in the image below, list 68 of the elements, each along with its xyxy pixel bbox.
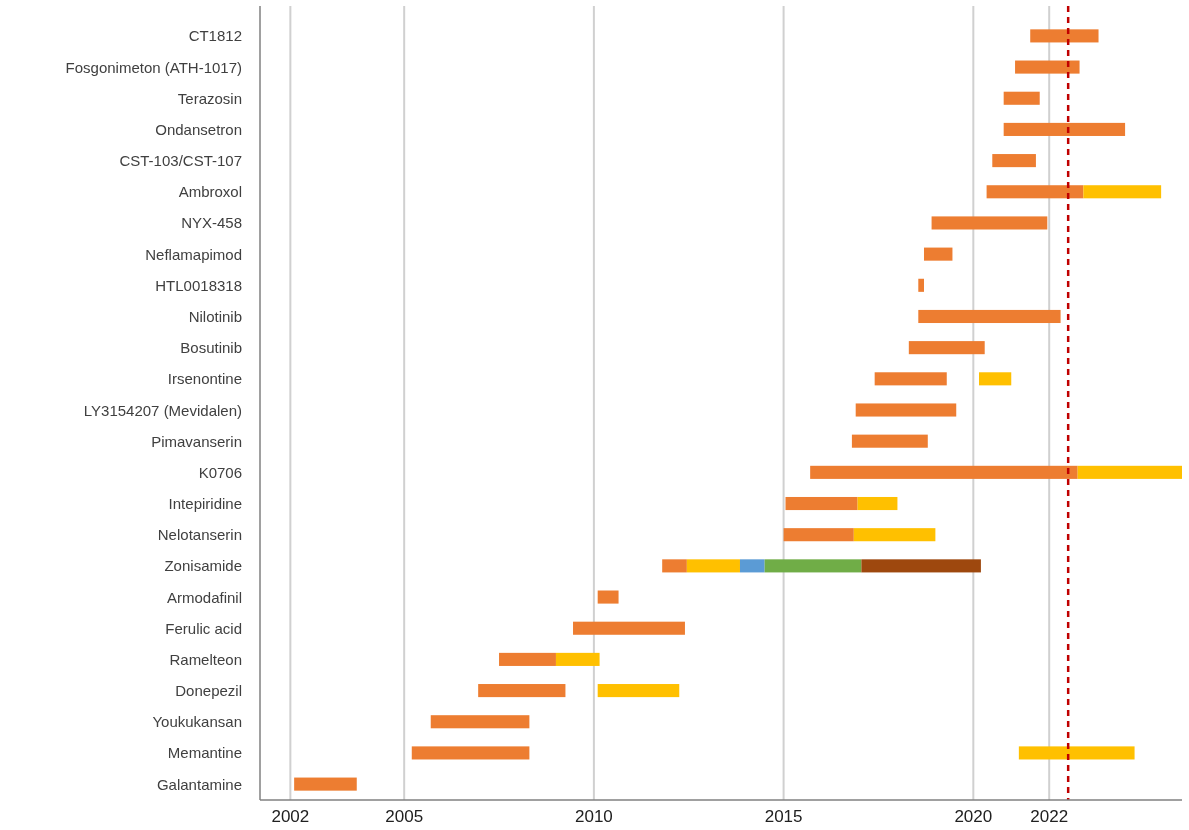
y-tick-label: Ramelteon <box>169 650 242 668</box>
y-tick-label: Pimavanserin <box>151 432 242 450</box>
bar <box>923 247 953 261</box>
bar <box>1018 746 1135 760</box>
bar <box>986 185 1084 199</box>
bar <box>573 621 685 635</box>
bar <box>764 559 862 573</box>
bar <box>597 684 680 698</box>
bar <box>1003 91 1040 105</box>
bar <box>411 746 530 760</box>
y-tick-label: Youkukansan <box>152 713 242 731</box>
bar <box>855 403 957 417</box>
y-tick-label: Terazosin <box>177 89 242 107</box>
y-tick-label: Ambroxol <box>178 183 242 201</box>
bar <box>499 652 556 666</box>
y-tick-label: Memantine <box>167 744 242 762</box>
y-tick-label: Donepezil <box>175 682 242 700</box>
y-tick-label: Ferulic acid <box>165 619 242 637</box>
bar <box>430 715 530 729</box>
bar <box>478 684 566 698</box>
bar <box>918 278 924 292</box>
bar <box>851 434 928 448</box>
y-tick-label: Fosgonimeton (ATH-1017) <box>65 58 242 76</box>
bar <box>662 559 687 573</box>
bar <box>874 372 947 386</box>
bar <box>783 528 854 542</box>
y-tick-label: Nilotinib <box>188 307 242 325</box>
bar <box>739 559 765 573</box>
bar <box>1015 60 1080 74</box>
bar <box>810 465 1078 479</box>
y-tick-label: Nelotanserin <box>157 526 242 544</box>
x-tick-label: 2010 <box>574 807 613 826</box>
y-tick-label: NYX-458 <box>181 214 242 232</box>
bar <box>1083 185 1162 199</box>
bar <box>785 496 858 511</box>
x-tick-label: 2005 <box>385 807 424 826</box>
bar <box>992 154 1036 168</box>
y-tick-label: Intepiridine <box>168 495 242 513</box>
bar <box>294 777 357 791</box>
y-tick-label: Zonisamide <box>164 557 242 575</box>
y-tick-label: Armodafinil <box>166 588 242 606</box>
y-tick-label: HTL0018318 <box>155 276 242 294</box>
x-tick-label: 2020 <box>954 807 993 826</box>
y-tick-label: Ondansetron <box>155 120 242 138</box>
y-tick-label: Bosutinib <box>180 339 242 357</box>
y-tick-label: CT1812 <box>188 27 242 45</box>
y-tick-label: Neflamapimod <box>145 245 242 263</box>
x-tick-label: 2022 <box>1030 807 1069 826</box>
x-tick-label: 2002 <box>271 807 310 826</box>
bar <box>861 559 981 573</box>
bar <box>1030 29 1099 43</box>
bar <box>908 341 985 355</box>
bar <box>597 590 619 604</box>
bar <box>918 309 1061 324</box>
bar <box>555 652 600 666</box>
bar <box>1077 465 1182 479</box>
bar <box>853 528 936 542</box>
y-tick-label: Galantamine <box>156 775 242 793</box>
y-tick-label: K0706 <box>198 463 242 481</box>
y-tick-label: Irsenontine <box>167 370 242 388</box>
bar <box>686 559 740 573</box>
bar <box>979 372 1012 386</box>
y-tick-label: LY3154207 (Mevidalen) <box>83 401 242 419</box>
bar <box>931 216 1048 230</box>
bar <box>857 496 898 511</box>
y-tick-label: CST-103/CST-107 <box>119 152 242 170</box>
bar <box>1003 122 1126 136</box>
x-tick-label: 2015 <box>764 807 803 826</box>
